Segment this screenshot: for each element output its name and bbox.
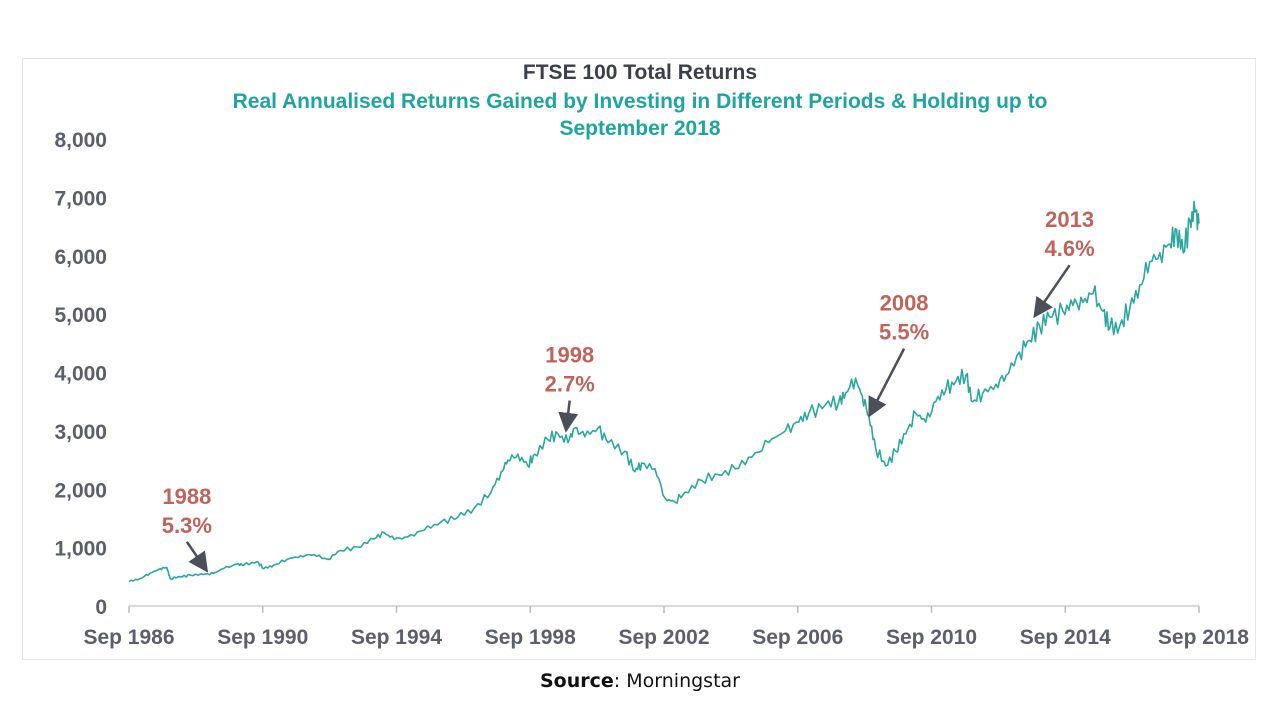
source-note: Source: Morningstar — [0, 670, 1280, 692]
source-label: Source — [540, 670, 614, 692]
y-tick-label: 1,000 — [54, 538, 107, 561]
series-line — [128, 200, 1200, 583]
chart-frame — [22, 58, 1256, 660]
y-tick-label: 3,000 — [54, 421, 107, 444]
chart-subtitle-line-2: September 2018 — [559, 117, 720, 140]
annotation-return: 5.3% — [162, 513, 212, 538]
series-group — [128, 200, 1200, 583]
x-tick-label: Sep 2018 — [1158, 626, 1249, 649]
y-tick-label: 7,000 — [54, 187, 107, 210]
annotation-year: 1998 — [545, 343, 594, 368]
annotation-arrow — [1033, 264, 1071, 319]
y-tick-label: 6,000 — [54, 246, 107, 269]
x-tick-label: Sep 2006 — [752, 626, 843, 649]
annotation-arrow — [558, 400, 579, 433]
x-tick-label: Sep 2002 — [618, 626, 709, 649]
annotation-arrow — [868, 348, 906, 418]
y-tick-label: 8,000 — [54, 129, 107, 152]
x-tick-label: Sep 2014 — [1020, 626, 1111, 649]
x-tick-label: Sep 2010 — [886, 626, 977, 649]
annotation-return: 5.5% — [879, 320, 929, 345]
y-tick-label: 4,000 — [54, 363, 107, 386]
annotation-year: 2013 — [1045, 207, 1094, 232]
x-tick-label: Sep 1986 — [83, 626, 174, 649]
annotation-year: 2008 — [880, 291, 929, 316]
y-tick-label: 5,000 — [54, 304, 107, 327]
annotation-group: 1988 5.3% 1998 2.7% 2008 5.5% 2013 4.6% — [162, 207, 1095, 573]
annotation-arrow — [185, 541, 209, 573]
y-axis: 0 1,000 2,000 3,000 4,000 5,000 6,000 7,000 8,00… — [54, 129, 107, 619]
x-tick-label: Sep 1994 — [351, 626, 442, 649]
annotation-return: 4.6% — [1045, 236, 1095, 261]
chart-subtitle-line-1: Real Annualised Returns Gained by Invest… — [233, 90, 1048, 113]
x-axis: Sep 1986 Sep 1990 Sep 1994 Sep 1998 Sep 2002… — [83, 605, 1249, 649]
annotation-return: 2.7% — [545, 372, 595, 397]
y-tick-label: 0 — [95, 596, 107, 619]
x-tick-label: Sep 1998 — [485, 626, 576, 649]
chart-title: FTSE 100 Total Returns — [523, 61, 757, 84]
y-tick-label: 2,000 — [54, 479, 107, 502]
source-text: Morningstar — [626, 670, 740, 692]
x-tick-label: Sep 1990 — [217, 626, 308, 649]
annotation-year: 1988 — [162, 484, 211, 509]
source-colon: : — [613, 670, 627, 692]
